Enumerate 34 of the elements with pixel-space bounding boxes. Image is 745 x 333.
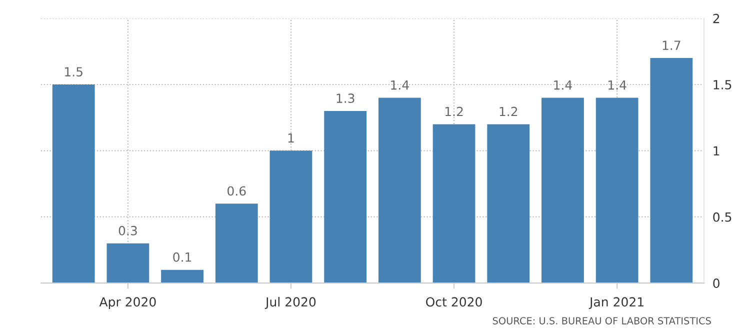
y-tick-label: 1.5 [714,80,732,90]
data-label: 1.3 [336,94,354,103]
bar [542,98,584,284]
data-label: 1.5 [65,67,82,77]
x-tick-label: Oct 2020 [426,297,482,307]
bar [650,58,693,284]
bar [378,98,421,284]
data-label: 1.4 [608,80,626,90]
data-label: 1.2 [445,106,463,116]
bar [52,84,95,284]
data-label: 1.4 [391,80,409,90]
bar [324,110,367,284]
data-label: 0.3 [118,226,137,236]
y-tick-label: 1 [714,146,720,156]
bar [596,98,638,284]
bar [432,124,476,284]
bar [215,204,258,284]
x-tick-label: Jan 2021 [588,297,644,309]
bar [270,150,312,284]
bar [106,243,150,284]
x-tick-label: Apr 2020 [99,297,156,310]
data-label: 1.2 [500,106,518,116]
bar [487,124,530,284]
data-label: 1 [288,133,294,143]
data-label: 1.7 [662,40,680,50]
y-tick-label: 0.5 [713,212,732,222]
data-label: 0.1 [173,252,192,262]
x-tick-label: Jul 2020 [264,296,316,309]
y-tick-label: 2 [713,14,720,24]
data-label: 1.4 [554,80,572,90]
y-tick-label: 0 [713,278,720,288]
data-label: 0.6 [228,186,246,196]
source-note: SOURCE: U.S. BUREAU OF LABOR STATISTICS [492,317,711,324]
bar [161,270,204,284]
